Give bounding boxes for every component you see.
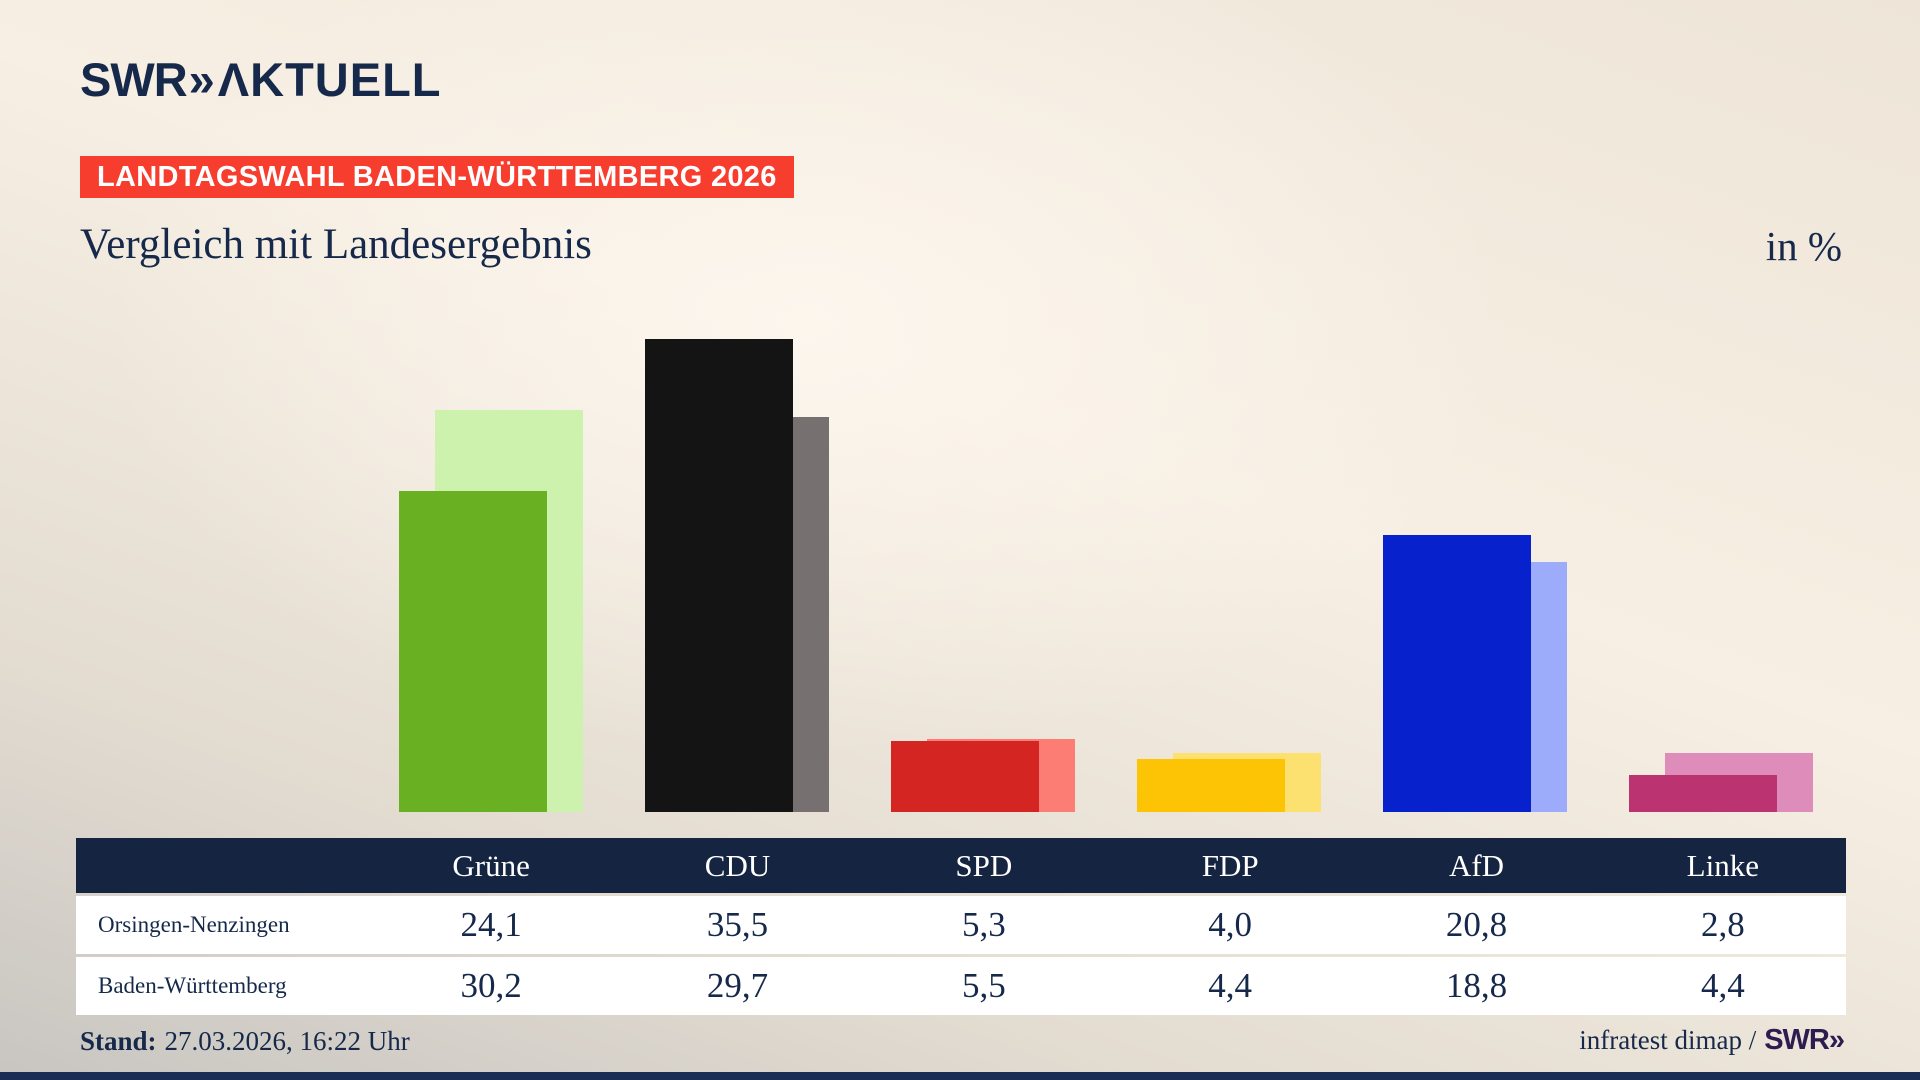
bar-local-Grüne <box>399 491 547 812</box>
column-header-FDP: FDP <box>1201 847 1259 883</box>
bar-local-Linke <box>1629 775 1777 812</box>
value-SPD-state: 5,5 <box>961 966 1006 1005</box>
swr-footer-logo: SWR» <box>1764 1024 1845 1056</box>
value-AfD-state: 18,8 <box>1445 966 1508 1005</box>
source-text: infratest dimap / <box>1579 1025 1757 1055</box>
bottom-accent-bar <box>0 1072 1920 1080</box>
value-CDU-local: 35,5 <box>706 905 769 944</box>
column-header-SPD: SPD <box>955 847 1013 883</box>
value-FDP-local: 4,0 <box>1208 905 1253 944</box>
chevrons-icon: » <box>188 53 215 106</box>
table-row: Orsingen-Nenzingen 24,1 35,5 5,3 4,0 20,8 2,8 <box>76 896 1846 954</box>
bar-local-FDP <box>1137 759 1285 812</box>
unit-label: in % <box>1765 223 1842 269</box>
row-label-state: Baden-Württemberg <box>98 973 287 998</box>
chart-title: Vergleich mit Landesergebnis <box>80 221 592 268</box>
stand-value: 27.03.2026, 16:22 Uhr <box>164 1026 410 1056</box>
stand-label: Stand: <box>80 1026 157 1056</box>
column-header-Grüne: Grüne <box>452 847 530 883</box>
election-badge: LANDTAGSWAHL BADEN-WÜRTTEMBERG 2026 <box>80 156 794 198</box>
bar-local-AfD <box>1383 535 1531 812</box>
value-Grüne-local: 24,1 <box>460 905 522 944</box>
value-FDP-state: 4,4 <box>1208 966 1253 1005</box>
bar-local-CDU <box>645 339 793 812</box>
status-timestamp: Stand: 27.03.2026, 16:22 Uhr <box>80 1026 410 1057</box>
row-label-local: Orsingen-Nenzingen <box>98 912 290 937</box>
column-header-Linke: Linke <box>1686 847 1759 883</box>
logo-aktuell-text: ΛKTUELL <box>217 53 442 106</box>
column-header-CDU: CDU <box>704 847 771 883</box>
swr-aktuell-logo: SWR» ΛKTUELL <box>80 56 442 103</box>
source-credit: infratest dimap / SWR» <box>1579 1024 1845 1057</box>
logo-swr-text: SWR <box>80 53 188 106</box>
column-header-AfD: AfD <box>1448 847 1505 883</box>
results-table: Grüne CDU SPD FDP AfD Linke Orsingen-Nenzingen… <box>76 838 1846 1015</box>
table-row: Grüne CDU SPD FDP AfD Linke <box>76 838 1846 893</box>
value-Linke-state: 4,4 <box>1700 966 1745 1005</box>
value-SPD-local: 5,3 <box>961 905 1006 944</box>
bar-local-SPD <box>891 741 1039 812</box>
table-row: Baden-Württemberg 30,2 29,7 5,5 4,4 18,8 4,4 <box>76 957 1846 1015</box>
value-Grüne-state: 30,2 <box>460 966 522 1005</box>
value-CDU-state: 29,7 <box>706 966 769 1005</box>
value-AfD-local: 20,8 <box>1445 905 1508 944</box>
value-Linke-local: 2,8 <box>1700 905 1745 944</box>
